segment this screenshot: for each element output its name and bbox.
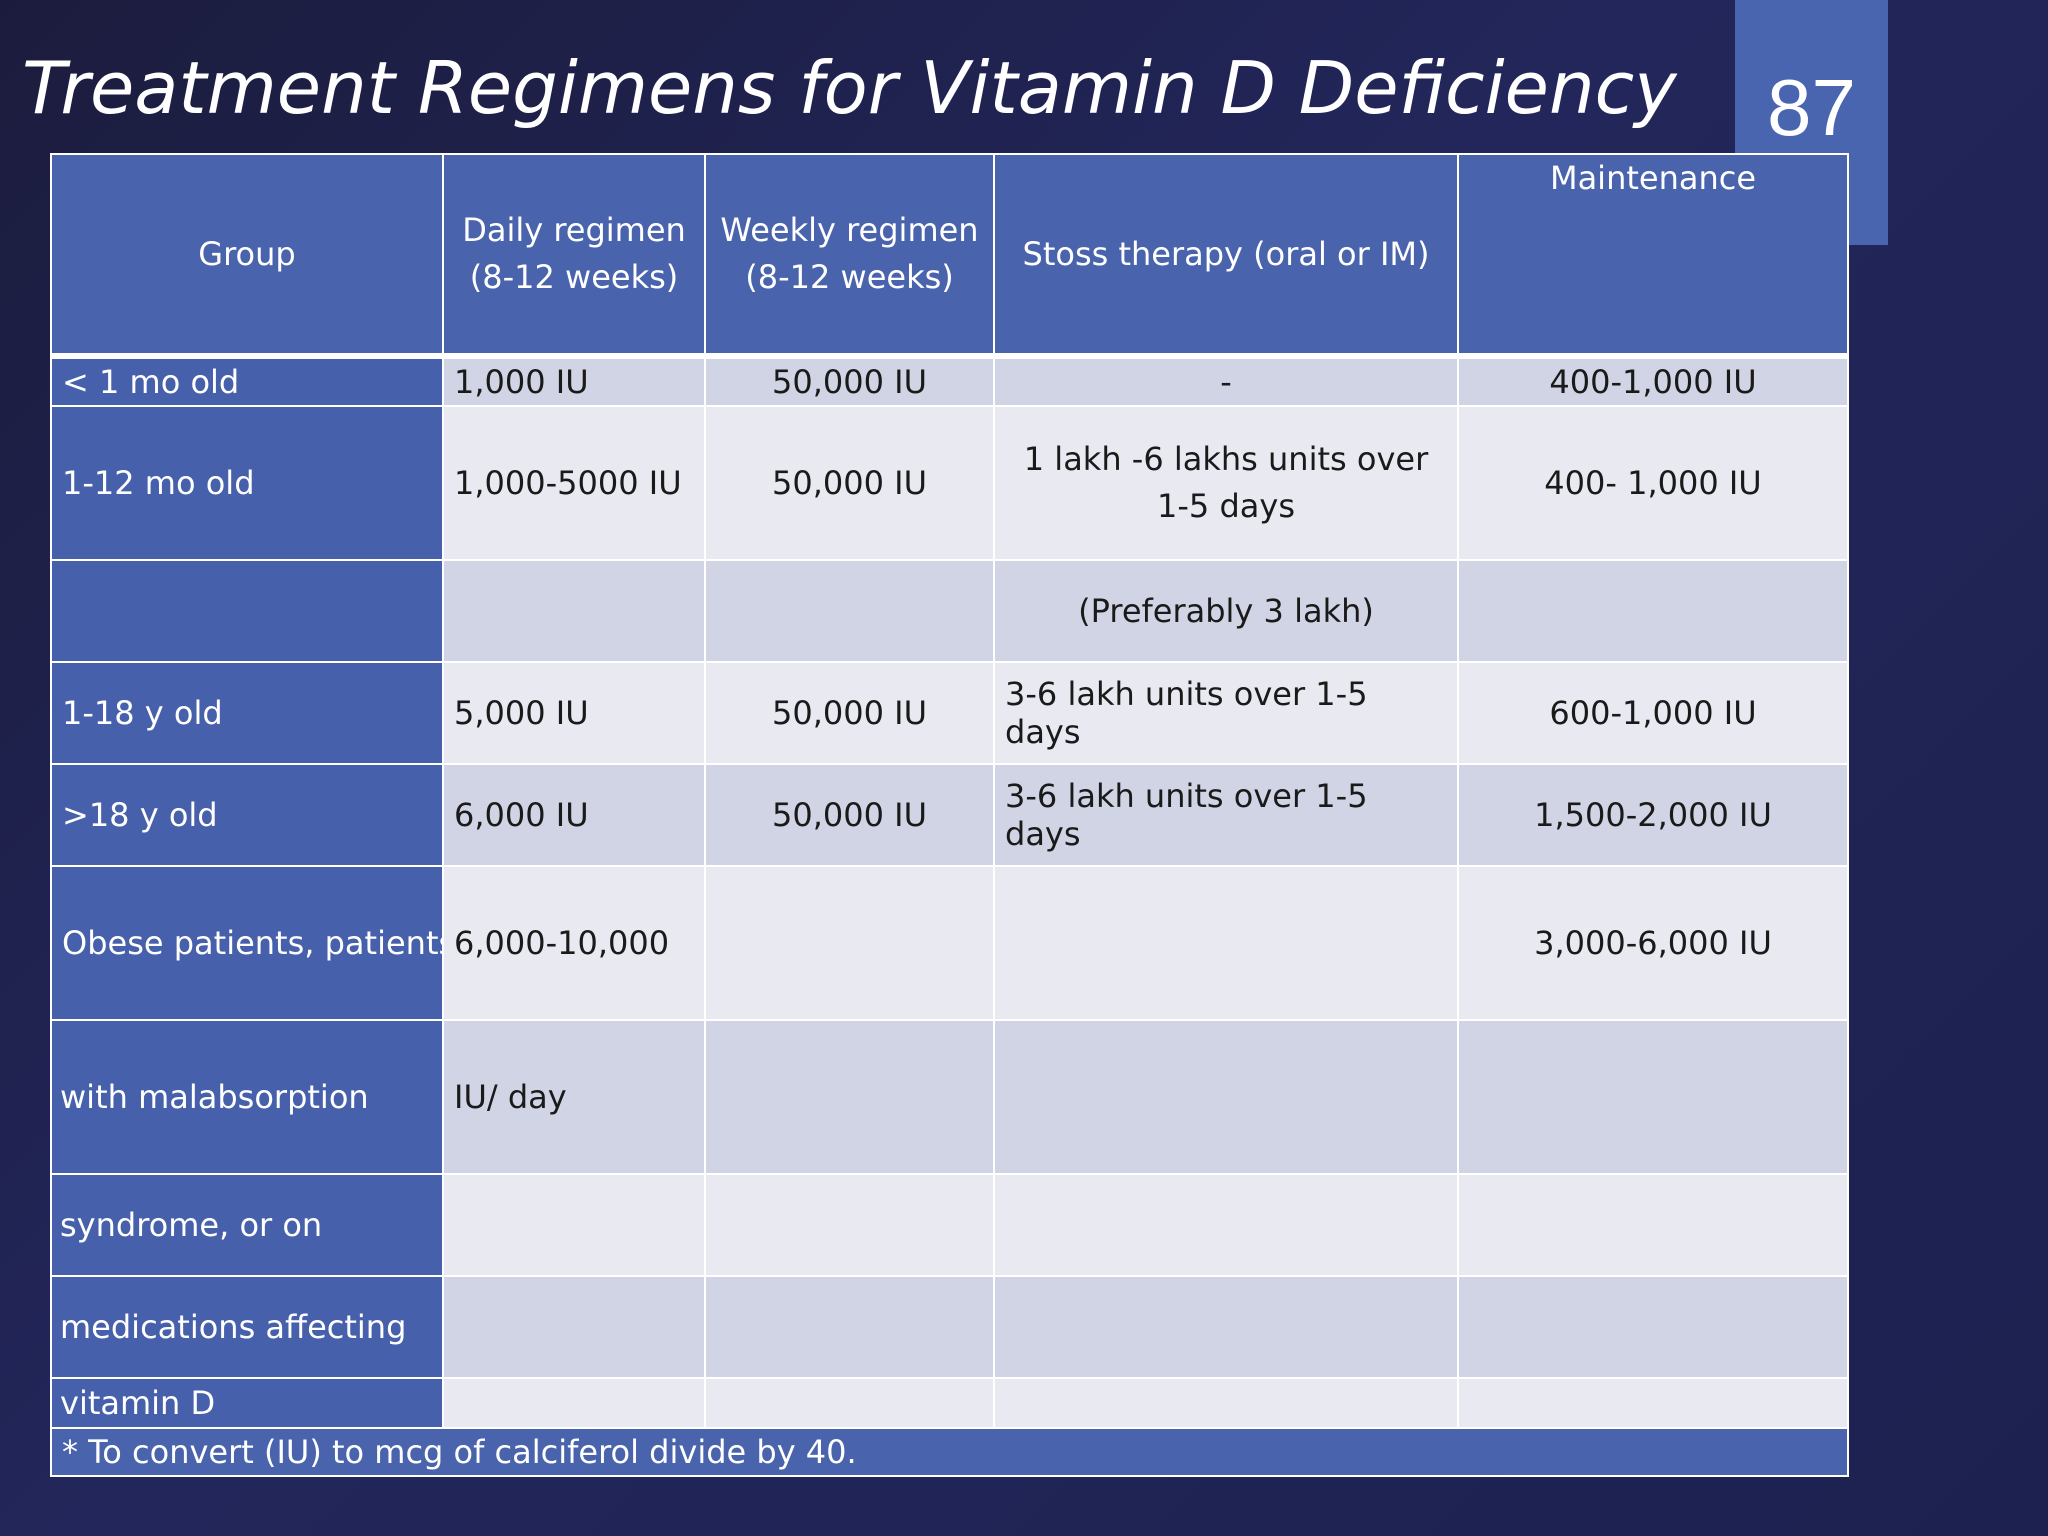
weekly-cell [704, 1019, 995, 1175]
maintenance-cell: 400-1,000 IU [1457, 355, 1849, 407]
stoss-cell: (Preferably 3 lakh) [993, 559, 1459, 663]
maintenance-cell [1457, 1377, 1849, 1429]
group-cell: vitamin D [50, 1377, 444, 1429]
group-cell: with malabsorption [50, 1019, 444, 1175]
header-daily: Daily regimen (8-12 weeks) [442, 153, 706, 359]
maintenance-cell [1457, 1173, 1849, 1277]
group-cell: 1-12 mo old [50, 405, 444, 561]
maintenance-cell [1457, 1275, 1849, 1379]
page-number: 87 [1767, 63, 1856, 152]
weekly-cell [704, 1377, 995, 1429]
daily-cell [442, 1275, 706, 1379]
header-weekly-line2: (8-12 weeks) [745, 258, 954, 296]
stoss-cell [993, 1377, 1459, 1429]
footer-row: * To convert (IU) to mcg of calciferol d… [50, 1427, 1849, 1477]
weekly-cell [704, 1275, 995, 1379]
table-row: syndrome, or on [50, 1173, 1849, 1277]
table-row: with malabsorption IU/ day [50, 1019, 1849, 1175]
maintenance-cell: 400- 1,000 IU [1457, 405, 1849, 561]
daily-cell: 1,000 IU [442, 355, 706, 407]
stoss-cell [993, 1275, 1459, 1379]
table-row: < 1 mo old 1,000 IU 50,000 IU - 400-1,00… [50, 355, 1849, 407]
table-row: Obese patients, patients 6,000-10,000 3,… [50, 865, 1849, 1021]
weekly-cell: 50,000 IU [704, 661, 995, 765]
table-row: 1-18 y old 5,000 IU 50,000 IU 3-6 lakh u… [50, 661, 1849, 765]
regimen-table: Group Daily regimen (8-12 weeks) Weekly … [50, 153, 1849, 1477]
stoss-cell: 1 lakh -6 lakhs units over 1-5 days [993, 405, 1459, 561]
slide-title: Treatment Regimens for Vitamin D Deficie… [22, 46, 1677, 130]
weekly-cell: 50,000 IU [704, 355, 995, 407]
header-stoss: Stoss therapy (oral or IM) [993, 153, 1459, 359]
group-cell: >18 y old [50, 763, 444, 867]
stoss-cell: 3-6 lakh units over 1-5 days [993, 763, 1459, 867]
stoss-cell [993, 1019, 1459, 1175]
group-cell: medications affecting [50, 1275, 444, 1379]
header-weekly-line1: Weekly regimen [720, 211, 979, 249]
stoss-cell [993, 1173, 1459, 1277]
weekly-cell [704, 1173, 995, 1277]
maintenance-cell [1457, 1019, 1849, 1175]
header-weekly: Weekly regimen (8-12 weeks) [704, 153, 995, 359]
maintenance-cell: 1,500-2,000 IU [1457, 763, 1849, 867]
stoss-cell: - [993, 355, 1459, 407]
table-row: (Preferably 3 lakh) [50, 559, 1849, 663]
header-daily-line1: Daily regimen [462, 211, 686, 249]
header-daily-line2: (8-12 weeks) [469, 258, 679, 296]
stoss-cell [993, 865, 1459, 1021]
weekly-cell [704, 865, 995, 1021]
group-cell: syndrome, or on [50, 1173, 444, 1277]
daily-cell: IU/ day [442, 1019, 706, 1175]
group-cell: < 1 mo old [50, 355, 444, 407]
daily-cell: 6,000-10,000 [442, 865, 706, 1021]
conversion-note: * To convert (IU) to mcg of calciferol d… [50, 1427, 1849, 1477]
table-row: vitamin D [50, 1377, 1849, 1429]
daily-cell: 5,000 IU [442, 661, 706, 765]
group-cell: 1-18 y old [50, 661, 444, 765]
table-row: 1-12 mo old 1,000-5000 IU 50,000 IU 1 la… [50, 405, 1849, 561]
weekly-cell [704, 559, 995, 663]
daily-cell: 1,000-5000 IU [442, 405, 706, 561]
group-cell: Obese patients, patients [50, 865, 444, 1021]
weekly-cell: 50,000 IU [704, 763, 995, 867]
group-cell [50, 559, 444, 663]
header-maintenance: Maintenance [1457, 153, 1849, 359]
header-group: Group [50, 153, 444, 359]
maintenance-cell: 600-1,000 IU [1457, 661, 1849, 765]
maintenance-cell [1457, 559, 1849, 663]
stoss-cell: 3-6 lakh units over 1-5 days [993, 661, 1459, 765]
daily-cell [442, 1173, 706, 1277]
daily-cell [442, 1377, 706, 1429]
table-row: >18 y old 6,000 IU 50,000 IU 3-6 lakh un… [50, 763, 1849, 867]
maintenance-cell: 3,000-6,000 IU [1457, 865, 1849, 1021]
weekly-cell: 50,000 IU [704, 405, 995, 561]
daily-cell [442, 559, 706, 663]
daily-cell: 6,000 IU [442, 763, 706, 867]
header-row: Group Daily regimen (8-12 weeks) Weekly … [50, 153, 1849, 359]
table-row: medications affecting [50, 1275, 1849, 1379]
